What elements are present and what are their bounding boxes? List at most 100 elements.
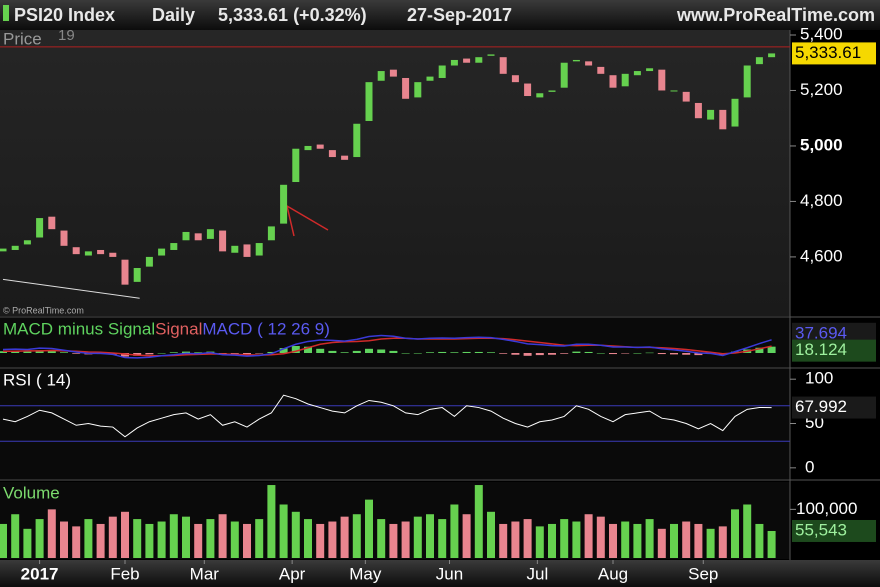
volume-bar (316, 523, 325, 558)
candle (499, 57, 507, 74)
volume-bar (108, 516, 117, 558)
last-value-label: 37.694 (795, 323, 847, 342)
candle (280, 184, 288, 224)
macd-histogram-bar (279, 348, 288, 353)
volume-bar (645, 519, 654, 558)
macd-histogram-bar (523, 353, 532, 356)
volume-bar (340, 516, 349, 558)
macd-histogram-bar (291, 346, 300, 353)
volume-bar (426, 514, 434, 558)
last-value-tag (792, 396, 876, 419)
candle (768, 53, 776, 58)
x-tick-label: May (349, 564, 382, 583)
candle (23, 240, 31, 245)
rsi-panel (0, 369, 790, 479)
volume-bar (182, 516, 190, 558)
candle (72, 247, 80, 255)
volume-bar (450, 504, 459, 558)
macd-histogram-bar (426, 352, 434, 353)
volume-bar (218, 514, 227, 558)
volume-bar (621, 521, 630, 558)
macd-histogram-bar (438, 351, 447, 353)
volume-bar (670, 523, 678, 558)
last-value-tag (792, 42, 876, 65)
volume-bar (23, 528, 32, 558)
macd-histogram-bar (609, 353, 617, 355)
volume-bar (169, 514, 178, 558)
candle (402, 77, 410, 99)
volume-bar (84, 519, 93, 558)
macd-line (2, 334, 772, 359)
macd-histogram-bar (182, 351, 190, 353)
candle (60, 230, 68, 246)
x-tick-label: Apr (279, 564, 306, 583)
last-value-tag (792, 339, 876, 362)
volume-bar (133, 519, 142, 558)
x-tick-label: 2017 (21, 564, 59, 583)
macd-histogram-bar (474, 351, 483, 353)
macd-histogram-bar (548, 353, 556, 355)
volume-bar (365, 499, 373, 558)
macd-histogram-bar (560, 353, 569, 354)
y-tick-label: 0 (805, 457, 814, 476)
volume-bar (47, 509, 56, 558)
candle (255, 243, 263, 256)
volume-bar (121, 511, 129, 558)
macd-histogram-bar (230, 353, 239, 354)
last-value-label: 67.992 (795, 397, 847, 416)
volume-bar (572, 521, 581, 558)
candle (597, 66, 605, 74)
candle (475, 57, 483, 63)
candle (609, 75, 617, 88)
candle (487, 54, 495, 56)
macd-histogram-bar (535, 353, 544, 356)
candle (560, 62, 568, 88)
volume-bar (718, 526, 727, 558)
candle (377, 71, 385, 81)
last-value-tag (792, 519, 876, 542)
candle (658, 69, 666, 91)
candle (353, 123, 361, 158)
y-tick-label: 100 (805, 369, 833, 388)
trendline (2, 278, 140, 299)
candle (450, 59, 458, 66)
symbol: PSI20 Index (14, 5, 115, 25)
candle (243, 244, 251, 257)
volume-bar (682, 521, 691, 558)
volume-bar (145, 523, 154, 558)
macd-histogram-bar (450, 352, 459, 353)
last-value-label: 5,333.61 (795, 43, 861, 62)
candle (267, 226, 275, 241)
candle (536, 93, 544, 98)
price-subtitle: 19 (58, 27, 75, 44)
volume-bar (755, 523, 764, 558)
candle (328, 150, 336, 158)
candle (219, 230, 227, 252)
macd-histogram-bar (389, 350, 398, 353)
y-tick-label: 5,000 (800, 135, 843, 154)
candle (341, 155, 349, 160)
macd-histogram-bar (633, 353, 642, 354)
candle (670, 90, 678, 92)
candle (133, 268, 141, 282)
legend-entry: MACD minus Signal (3, 319, 155, 338)
candle (511, 75, 519, 83)
volume-bar (96, 523, 105, 558)
volume-bar (535, 526, 544, 558)
date: 27-Sep-2017 (407, 5, 512, 25)
volume-bar (72, 526, 81, 558)
volume-bar (560, 519, 569, 558)
macd-histogram-bar (584, 351, 593, 353)
volume-bar (267, 485, 276, 558)
macd-histogram-bar (621, 353, 630, 354)
volume-bar (328, 521, 337, 558)
candle (170, 243, 178, 250)
x-tick-label: Mar (190, 564, 220, 583)
volume-bar (523, 519, 532, 558)
macd-histogram-bar (328, 350, 337, 353)
candle (426, 76, 434, 81)
period: Daily (152, 5, 195, 25)
price-title: Price (3, 29, 42, 48)
macd-histogram-bar (499, 353, 508, 354)
macd-histogram-bar (682, 353, 691, 355)
